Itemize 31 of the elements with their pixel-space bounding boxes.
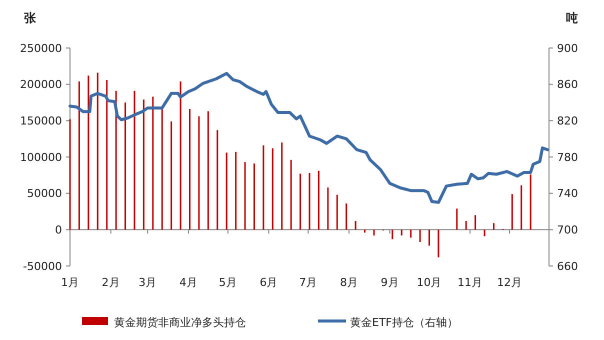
x-tick-label: 7月 — [299, 276, 318, 289]
y2-tick-label: 900 — [557, 42, 578, 55]
y2-tick-label: 660 — [557, 260, 578, 273]
y2-axis-title: 吨 — [566, 11, 578, 25]
y-tick-label: 150000 — [20, 114, 62, 128]
y-tick-label: 250000 — [20, 42, 62, 55]
y-axis-title: 张 — [24, 11, 37, 25]
x-tick-label: 2月 — [102, 276, 120, 289]
y2-tick-label: 860 — [557, 78, 578, 92]
x-tick-label: 8月 — [340, 276, 358, 289]
x-tick-label: 1月 — [61, 276, 79, 289]
y-tick-label: 100000 — [20, 150, 62, 164]
y2-tick-label: 740 — [557, 187, 578, 200]
x-tick-label: 5月 — [218, 276, 237, 289]
x-tick-label: 4月 — [179, 276, 198, 289]
legend-label: 黄金ETF持仓（右轴） — [350, 316, 458, 329]
y-tick-label: 50000 — [27, 187, 62, 200]
y2-tick-label: 700 — [557, 224, 578, 237]
legend-label: 黄金期货非商业净多头持仓 — [114, 316, 246, 329]
y2-tick-label: 780 — [557, 150, 578, 164]
y-tick-label: -50000 — [23, 260, 62, 273]
x-tick-label: 3月 — [138, 276, 157, 289]
x-tick-label: 6月 — [260, 276, 278, 289]
x-tick-label: 9月 — [380, 276, 399, 289]
x-tick-label: 11月 — [458, 276, 483, 289]
line-series — [68, 72, 550, 204]
x-tick-label: 10月 — [416, 276, 442, 289]
y2-tick-label: 820 — [557, 114, 578, 128]
y-tick-label: 0 — [55, 224, 62, 237]
x-tick-label: 12月 — [497, 276, 522, 289]
y-tick-label: 200000 — [20, 78, 62, 92]
